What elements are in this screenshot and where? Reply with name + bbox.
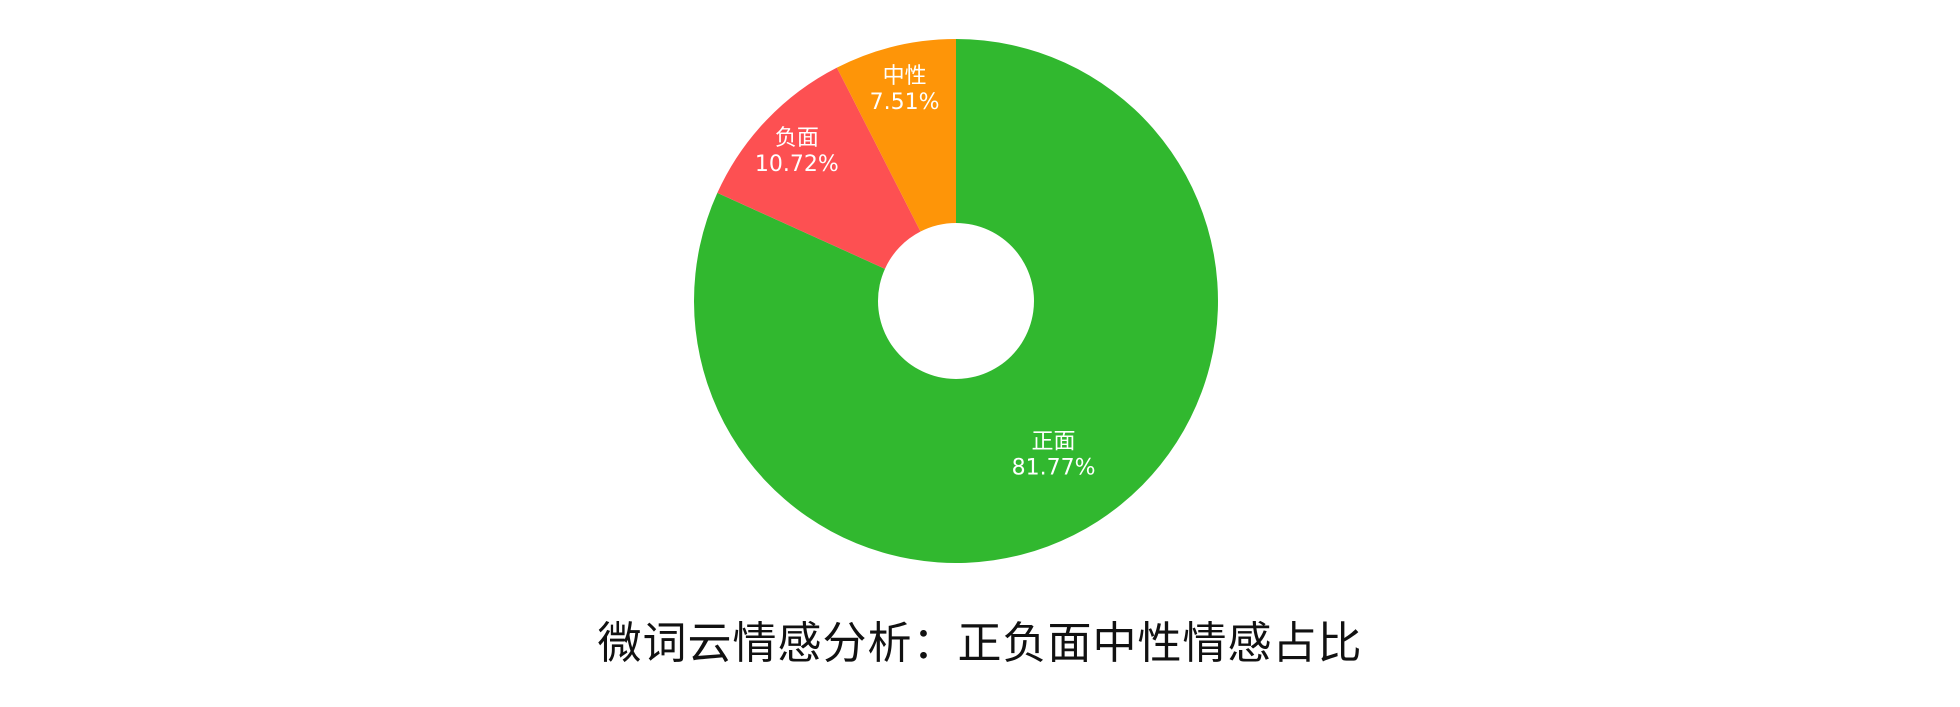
slice-1 xyxy=(717,67,921,269)
chart-slices xyxy=(693,39,1219,564)
slice-label-name-0: 正面 xyxy=(1032,429,1076,454)
slice-2 xyxy=(836,39,956,232)
chart-title: 微词云情感分析：正负面中性情感占比 xyxy=(597,618,1363,669)
slice-0 xyxy=(693,39,1219,564)
slice-label-value-1: 10.72% xyxy=(755,152,839,177)
slice-label-name-1: 负面 xyxy=(775,126,819,151)
slice-label-value-0: 81.77% xyxy=(1012,455,1096,480)
slice-label-value-2: 7.51% xyxy=(870,90,940,115)
slice-label-name-2: 中性 xyxy=(883,64,927,89)
